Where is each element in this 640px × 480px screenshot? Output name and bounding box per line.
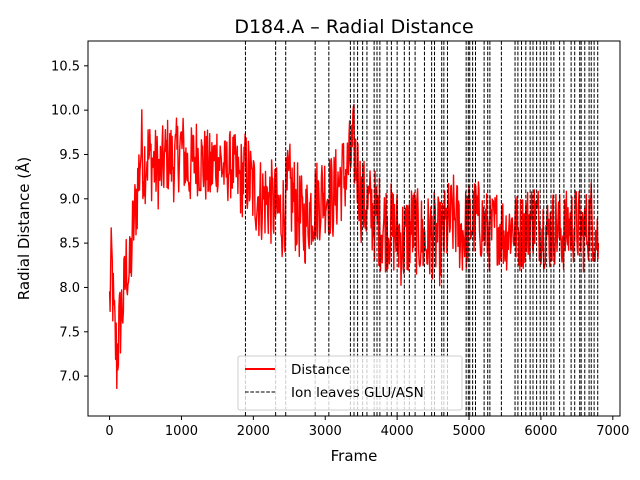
plot-frame [87,40,621,417]
y-tick-label: 10.5 [51,59,80,74]
y-tick-label: 7.0 [59,370,80,385]
plot-area [108,41,600,416]
y-tick-label: 9.0 [59,192,80,207]
x-tick-label: 1000 [165,424,198,439]
y-axis-label: Radial Distance (Å) [14,157,33,300]
x-tick-label: 7000 [596,424,629,439]
x-tick-label: 3000 [309,424,342,439]
x-axis-label: Frame [331,447,378,465]
x-tick-label: 0 [105,424,113,439]
distance-series-line [108,103,600,390]
axis-ticks: 0 1000 2000 3000 4000 5000 6000 7000 7.0 7.5 8.0 8.… [51,59,629,439]
y-tick-label: 8.5 [59,237,80,252]
x-tick-label: 5000 [452,424,485,439]
y-tick-label: 8.0 [59,281,80,296]
x-tick-label: 2000 [237,424,270,439]
legend-distance-label: Distance [291,362,350,378]
y-tick-label: 9.5 [59,148,80,163]
y-tick-label: 7.5 [59,325,80,340]
x-tick-label: 6000 [524,424,557,439]
legend-ion-label: Ion leaves GLU/ASN [291,385,424,401]
chart-title: D184.A – Radial Distance [234,16,473,38]
x-tick-label: 4000 [381,424,414,439]
legend: Distance Ion leaves GLU/ASN [237,355,463,411]
y-tick-label: 10.0 [51,104,80,119]
legend-box [237,355,463,411]
